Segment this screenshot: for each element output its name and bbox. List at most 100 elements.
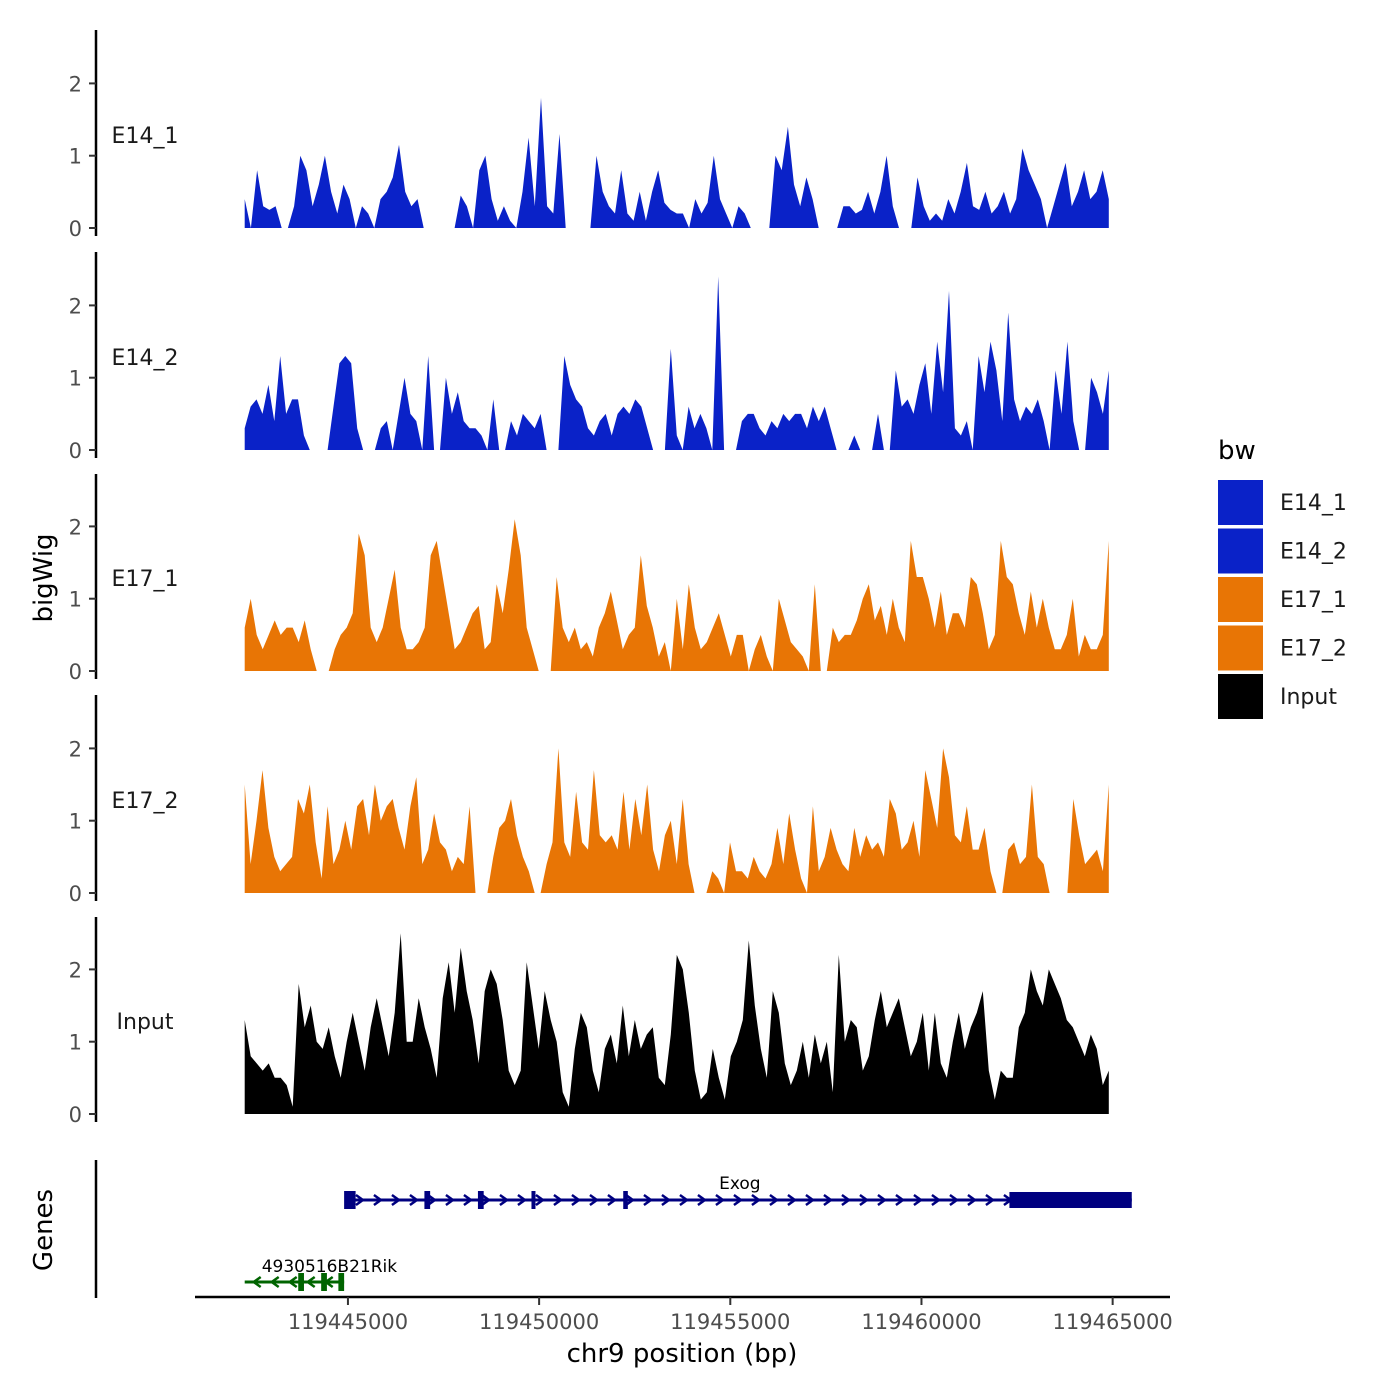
coverage-area-E14_2	[244, 276, 1109, 450]
strand-arrow	[607, 1193, 618, 1207]
gene-exon	[424, 1191, 431, 1209]
y-tick-label: 2	[69, 294, 82, 318]
gene-exon	[298, 1273, 304, 1291]
gene-label: 4930516B21Rik	[262, 1257, 398, 1277]
strand-arrow	[535, 1193, 546, 1207]
coverage-area-E17_2	[244, 748, 1109, 893]
strand-arrow	[517, 1193, 528, 1207]
track-label: E14_2	[112, 346, 179, 371]
strand-arrow	[733, 1193, 744, 1207]
y-tick-label: 0	[69, 217, 82, 241]
strand-arrow	[589, 1193, 600, 1207]
strand-arrow	[895, 1193, 906, 1207]
x-axis-ticks: 119445000 119450000 119455000 119460000 1194…	[288, 1297, 1173, 1334]
strand-arrow	[481, 1193, 492, 1207]
legend-swatch	[1218, 625, 1263, 671]
track-E17_2: 0 1 2 E17_2	[69, 695, 1109, 906]
strand-arrow	[715, 1193, 726, 1207]
legend-title: bw	[1218, 436, 1256, 466]
strand-arrow	[679, 1193, 690, 1207]
strand-arrow	[269, 1275, 280, 1289]
legend-label: E17_1	[1280, 588, 1347, 613]
legend-entry-E17_2: E17_2	[1218, 625, 1347, 671]
legend-label: E17_2	[1280, 637, 1347, 662]
legend-label: E14_1	[1280, 491, 1347, 516]
y-tick-label: 0	[69, 882, 82, 906]
legend-entry-E14_2: E14_2	[1218, 528, 1347, 574]
y-tick-label: 0	[69, 1103, 82, 1127]
strand-arrow	[391, 1193, 402, 1207]
strand-arrow	[931, 1193, 942, 1207]
strand-arrow	[661, 1193, 672, 1207]
legend: E14_1 E14_2 E17_1 E17_2 Input	[1218, 480, 1347, 719]
legend-swatch	[1218, 674, 1263, 719]
legend-swatch	[1218, 528, 1263, 574]
coverage-area-E17_1	[244, 519, 1109, 671]
legend-entry-E14_1: E14_1	[1218, 480, 1347, 525]
track-label: E17_2	[112, 789, 179, 814]
strand-arrow	[355, 1193, 366, 1207]
strand-arrow	[697, 1193, 708, 1207]
track-label: Input	[117, 1010, 174, 1035]
genes-axis-title: Genes	[29, 1189, 59, 1271]
track-label: E14_1	[112, 124, 179, 149]
y-tick-label: 0	[69, 439, 82, 463]
y-tick-label: 2	[69, 958, 82, 982]
legend-label: Input	[1280, 685, 1337, 710]
genes-panel: Exog 4930516B21Rik	[244, 1174, 1132, 1291]
track-E14_2: 0 1 2 E14_2	[69, 252, 1109, 463]
strand-arrow	[751, 1193, 762, 1207]
y-tick-label: 1	[69, 367, 82, 391]
x-tick-label: 119450000	[479, 1310, 599, 1334]
x-tick-label: 119460000	[861, 1310, 981, 1334]
gene-exon	[338, 1273, 345, 1291]
legend-swatch	[1218, 480, 1263, 525]
strand-arrow	[913, 1193, 924, 1207]
y-tick-label: 2	[69, 737, 82, 761]
y-tick-label: 1	[69, 1031, 82, 1055]
gene-exon	[1009, 1192, 1132, 1208]
y-tick-label: 2	[69, 72, 82, 96]
strand-arrow	[823, 1193, 834, 1207]
gene-exon	[623, 1191, 628, 1209]
coverage-area-Input	[244, 933, 1109, 1114]
strand-arrow	[553, 1193, 564, 1207]
y-tick-label: 0	[69, 660, 82, 684]
gene-exon	[321, 1273, 327, 1291]
coverage-area-E14_1	[244, 97, 1109, 229]
x-tick-label: 119455000	[670, 1310, 790, 1334]
x-axis-title: chr9 position (bp)	[567, 1339, 798, 1369]
strand-arrow	[427, 1193, 438, 1207]
gene-exon	[344, 1191, 356, 1209]
strand-arrow	[769, 1193, 780, 1207]
strand-arrow	[499, 1193, 510, 1207]
strand-arrow	[571, 1193, 582, 1207]
strand-arrow	[305, 1275, 316, 1289]
gene-label: Exog	[719, 1174, 760, 1194]
strand-arrow	[625, 1193, 636, 1207]
y-tick-label: 2	[69, 515, 82, 539]
strand-arrow	[643, 1193, 654, 1207]
strand-arrow	[949, 1193, 960, 1207]
strand-arrow	[841, 1193, 852, 1207]
legend-swatch	[1218, 577, 1263, 622]
strand-arrow	[373, 1193, 384, 1207]
strand-arrow	[463, 1193, 474, 1207]
legend-entry-Input: Input	[1218, 674, 1337, 719]
gene-4930516B21Rik: 4930516B21Rik	[244, 1257, 398, 1291]
track-label: E17_1	[112, 567, 179, 592]
strand-arrow	[985, 1193, 996, 1207]
track-Input: 0 1 2 Input	[69, 917, 1109, 1127]
strand-arrow	[967, 1193, 978, 1207]
y-tick-label: 1	[69, 810, 82, 834]
strand-arrow	[859, 1193, 870, 1207]
strand-arrow	[445, 1193, 456, 1207]
gene-exon	[477, 1191, 484, 1209]
strand-arrow	[787, 1193, 798, 1207]
track-panels: 0 1 2 E14_1 0 1 2 E14_2 0 1 2 E17_1 0 1 2 E17_2 0 1 2 Input	[69, 30, 1109, 1127]
track-E14_1: 0 1 2 E14_1	[69, 30, 1109, 241]
x-tick-label: 119465000	[1053, 1310, 1173, 1334]
strand-arrow	[805, 1193, 816, 1207]
y-tick-label: 1	[69, 588, 82, 612]
